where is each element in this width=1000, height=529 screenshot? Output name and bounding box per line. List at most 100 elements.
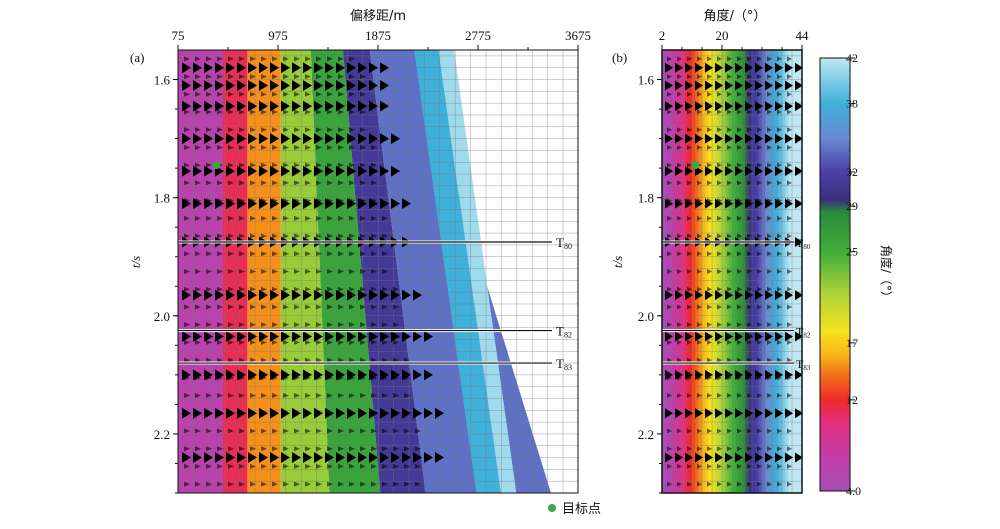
wiggle-lobe <box>204 165 213 177</box>
wiggle-lobe <box>747 322 752 328</box>
colorbar-tick-label: 17 <box>846 336 858 350</box>
wiggle-lobe <box>787 91 792 97</box>
wiggle-lobe <box>757 162 762 168</box>
wiggle-lobe <box>727 198 732 204</box>
wiggle-lobe <box>404 410 410 416</box>
wiggle-lobe <box>697 393 702 399</box>
wiggle-lobe <box>272 233 278 239</box>
wiggle-lobe <box>316 162 322 168</box>
wiggle-lobe <box>777 393 782 399</box>
wiggle-lobe <box>687 481 692 487</box>
wiggle-lobe <box>239 375 245 381</box>
wiggle-lobe <box>250 215 256 221</box>
wiggle-lobe <box>349 375 355 381</box>
wiggle-lobe <box>349 428 355 434</box>
wiggle-lobe <box>261 198 267 204</box>
wiggle-lobe <box>715 62 723 73</box>
wiggle-lobe <box>787 198 792 204</box>
wiggle-lobe <box>735 101 743 112</box>
wiggle-lobe <box>184 286 190 292</box>
wiggle-lobe <box>184 109 190 115</box>
wiggle-lobe <box>294 215 300 221</box>
wiggle-lobe <box>294 269 300 274</box>
wiggle-lobe <box>283 74 289 80</box>
wiggle-lobe <box>745 331 753 342</box>
target-legend: 目标点 <box>548 502 601 517</box>
wiggle-lobe <box>336 330 345 342</box>
wiggle-lobe <box>294 375 300 381</box>
wiggle-lobe <box>687 233 692 239</box>
wiggle-lobe <box>314 330 323 342</box>
wiggle-lobe <box>787 446 792 452</box>
wiggle-lobe <box>747 144 752 150</box>
wiggle-lobe <box>787 304 792 310</box>
wiggle-lobe <box>715 166 723 177</box>
wiggle-lobe <box>667 74 672 80</box>
wiggle-lobe <box>338 215 344 221</box>
wiggle-lobe <box>228 162 234 168</box>
wiggle-lobe <box>327 304 333 310</box>
wiggle-lobe <box>237 133 246 145</box>
wiggle-lobe <box>314 79 323 91</box>
wiggle-lobe <box>737 428 742 434</box>
wiggle-lobe <box>325 452 334 464</box>
wiggle-lobe <box>347 330 356 342</box>
wiggle-lobe <box>717 162 722 168</box>
wiggle-lobe <box>371 233 377 239</box>
wiggle-lobe <box>294 410 300 416</box>
wiggle-lobe <box>777 410 782 416</box>
wiggle-lobe <box>217 375 223 381</box>
wiggle-lobe <box>667 198 672 204</box>
wiggle-lobe <box>360 109 366 115</box>
wiggle-lobe <box>206 162 212 168</box>
wiggle-lobe <box>215 79 224 91</box>
wiggle-lobe <box>775 101 783 112</box>
wiggle-lobe <box>226 289 235 301</box>
colorbar-tick-label: 38 <box>846 97 858 111</box>
wiggle-lobe <box>415 463 421 469</box>
wiggle-lobe <box>393 286 399 292</box>
wiggle-lobe <box>777 357 782 363</box>
wiggle-lobe <box>259 100 268 112</box>
wiggle-lobe <box>292 133 301 145</box>
wiggle-lobe <box>717 251 722 257</box>
wiggle-lobe <box>767 251 772 257</box>
wiggle-lobe <box>697 233 702 239</box>
wiggle-lobe <box>259 165 268 177</box>
wiggle-lobe <box>777 127 782 133</box>
wiggle-lobe <box>424 330 433 342</box>
wiggle-lobe <box>195 251 201 257</box>
wiggle-lobe <box>380 198 389 210</box>
wiggle-lobe <box>349 162 355 168</box>
wiggle-lobe <box>195 481 201 487</box>
wiggle-lobe <box>677 393 682 399</box>
wiggle-lobe <box>336 62 345 74</box>
wiggle-lobe <box>305 215 311 221</box>
wiggle-lobe <box>777 269 782 274</box>
wiggle-lobe <box>250 481 256 487</box>
wiggle-lobe <box>717 56 722 62</box>
wiggle-lobe <box>360 393 366 399</box>
wiggle-lobe <box>667 428 672 434</box>
wiggle-lobe <box>283 357 289 363</box>
horizon-label: T83 <box>796 357 811 372</box>
wiggle-lobe <box>371 215 377 221</box>
wiggle-lobe <box>685 101 693 112</box>
wiggle-lobe <box>206 410 212 416</box>
wiggle-lobe <box>360 233 366 239</box>
color-band <box>792 50 796 493</box>
wiggle-lobe <box>382 481 388 487</box>
wiggle-lobe <box>195 162 201 168</box>
wiggle-lobe <box>695 133 703 144</box>
wiggle-lobe <box>336 133 345 145</box>
wiggle-lobe <box>239 74 245 80</box>
wiggle-lobe <box>391 289 400 301</box>
wiggle-lobe <box>371 357 377 363</box>
wiggle-lobe <box>727 322 732 328</box>
wiggle-lobe <box>767 286 772 292</box>
wiggle-lobe <box>687 393 692 399</box>
wiggle-lobe <box>393 393 399 399</box>
wiggle-lobe <box>667 375 672 381</box>
wiggle-lobe <box>360 127 366 133</box>
wiggle-lobe <box>675 331 683 342</box>
